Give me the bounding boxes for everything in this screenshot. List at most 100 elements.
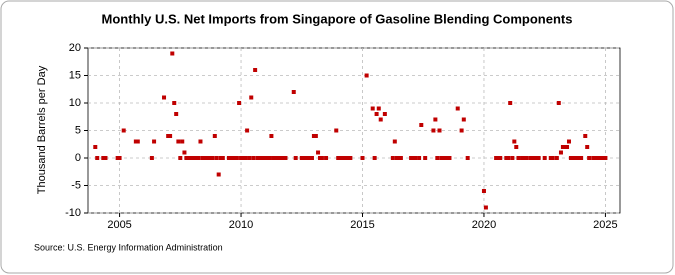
- point: [95, 156, 100, 160]
- point: [508, 101, 513, 105]
- point: [524, 156, 529, 160]
- x-tick-label: 2015: [350, 219, 374, 231]
- point: [344, 156, 349, 160]
- point: [514, 145, 519, 149]
- point: [204, 156, 209, 160]
- point: [212, 134, 217, 138]
- point: [550, 156, 555, 160]
- point: [117, 156, 122, 160]
- point: [267, 156, 272, 160]
- point: [585, 145, 590, 149]
- point: [542, 156, 547, 160]
- point: [240, 156, 245, 160]
- point: [307, 156, 312, 160]
- point: [210, 156, 215, 160]
- point: [360, 156, 365, 160]
- point: [579, 156, 584, 160]
- point: [461, 117, 466, 122]
- point: [483, 205, 488, 210]
- point: [309, 156, 314, 160]
- point: [162, 95, 167, 100]
- point: [283, 156, 288, 160]
- point: [234, 156, 239, 160]
- point: [176, 139, 181, 144]
- point: [378, 117, 383, 122]
- y-tick-label: 20: [69, 42, 81, 54]
- point: [251, 156, 256, 160]
- chart-title: Monthly U.S. Net Imports from Singapore …: [102, 11, 573, 26]
- point: [186, 156, 191, 160]
- point: [437, 128, 442, 133]
- point: [249, 95, 254, 100]
- point: [149, 156, 154, 160]
- point: [599, 156, 604, 160]
- point: [558, 150, 563, 155]
- point: [441, 156, 446, 160]
- point: [603, 156, 608, 160]
- point: [506, 156, 511, 160]
- point: [433, 117, 438, 122]
- point: [455, 106, 460, 111]
- point: [447, 156, 452, 160]
- point: [324, 156, 329, 160]
- point: [319, 156, 324, 160]
- x-tick-label: 2025: [593, 219, 617, 231]
- point: [216, 172, 221, 177]
- point: [481, 189, 486, 193]
- point: [271, 156, 276, 160]
- point: [516, 156, 521, 160]
- y-tick-label: 0: [75, 152, 81, 164]
- x-tick-label: 2010: [229, 219, 253, 231]
- point: [419, 123, 424, 127]
- point: [562, 145, 567, 149]
- point: [243, 156, 248, 160]
- point: [364, 73, 369, 78]
- point: [103, 156, 108, 160]
- point: [277, 156, 282, 160]
- point: [237, 101, 242, 105]
- point: [247, 156, 252, 160]
- point: [536, 156, 541, 160]
- point: [101, 156, 106, 160]
- point: [170, 51, 175, 56]
- point: [566, 139, 571, 144]
- x-tick-label: 2005: [107, 219, 131, 231]
- point: [423, 156, 428, 160]
- y-tick-label: -10: [65, 207, 81, 219]
- point: [459, 128, 464, 133]
- point: [259, 156, 264, 160]
- point: [435, 156, 440, 160]
- point: [253, 68, 258, 72]
- point: [498, 156, 503, 160]
- x-tick-label: 2020: [472, 219, 496, 231]
- point: [192, 156, 197, 160]
- point: [431, 128, 436, 133]
- point: [220, 156, 225, 160]
- source: Source: U.S. Energy Information Administ…: [34, 242, 223, 252]
- point: [593, 156, 598, 160]
- point: [417, 156, 422, 160]
- y-tick-label: 15: [69, 69, 81, 81]
- point: [168, 134, 173, 138]
- point: [174, 112, 179, 116]
- point: [532, 156, 537, 160]
- point: [392, 139, 397, 144]
- point: [178, 156, 183, 160]
- point: [583, 134, 588, 138]
- point: [269, 134, 274, 138]
- point: [214, 156, 219, 160]
- point: [376, 106, 381, 111]
- point: [196, 156, 201, 160]
- y-tick-label: 10: [69, 97, 81, 109]
- point: [338, 156, 343, 160]
- point: [172, 101, 177, 105]
- point: [152, 139, 157, 144]
- point: [512, 139, 517, 144]
- point: [382, 112, 387, 116]
- point: [182, 150, 187, 155]
- point: [245, 128, 250, 133]
- point: [313, 134, 318, 138]
